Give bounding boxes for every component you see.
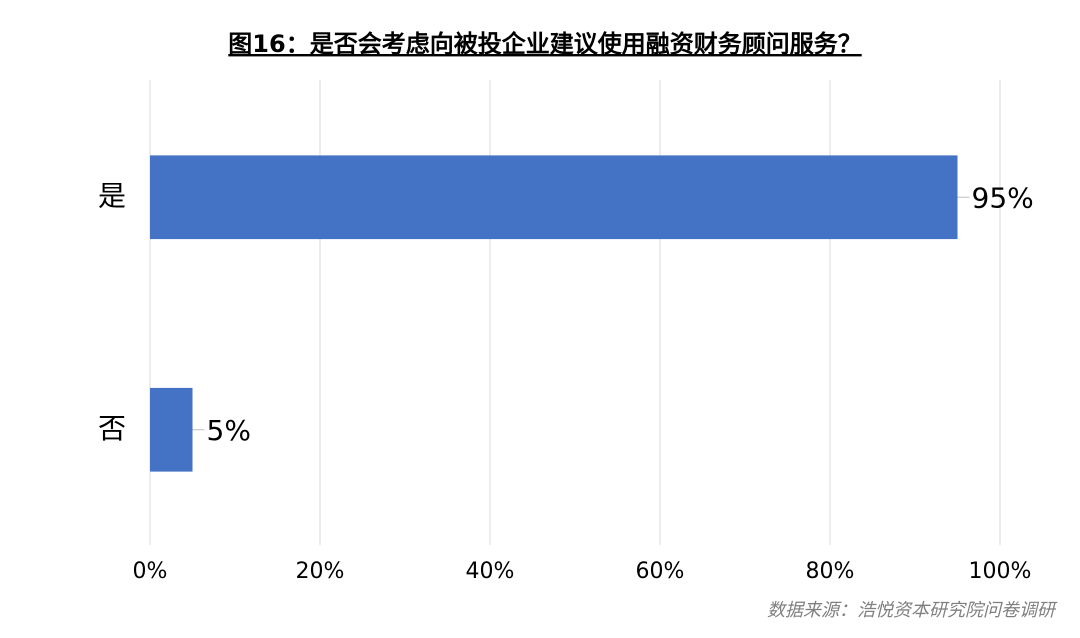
y-tick-label: 是 <box>98 179 126 212</box>
bar <box>150 387 193 472</box>
value-label: 95% <box>972 181 1034 214</box>
x-tick-label: 100% <box>969 559 1032 584</box>
x-tick-label: 60% <box>636 559 685 584</box>
y-tick-label: 否 <box>98 412 126 445</box>
value-label: 5% <box>207 414 251 447</box>
x-tick-label: 20% <box>296 559 345 584</box>
x-tick-label: 40% <box>466 559 515 584</box>
x-tick-label: 80% <box>806 559 855 584</box>
bar <box>150 155 958 240</box>
x-tick-label: 0% <box>133 559 168 584</box>
chart-title: 图16：是否会考虑向被投企业建议使用融资财务顾问服务？ <box>228 30 861 58</box>
source-note: 数据来源：浩悦资本研究院问卷调研 <box>767 600 1058 621</box>
